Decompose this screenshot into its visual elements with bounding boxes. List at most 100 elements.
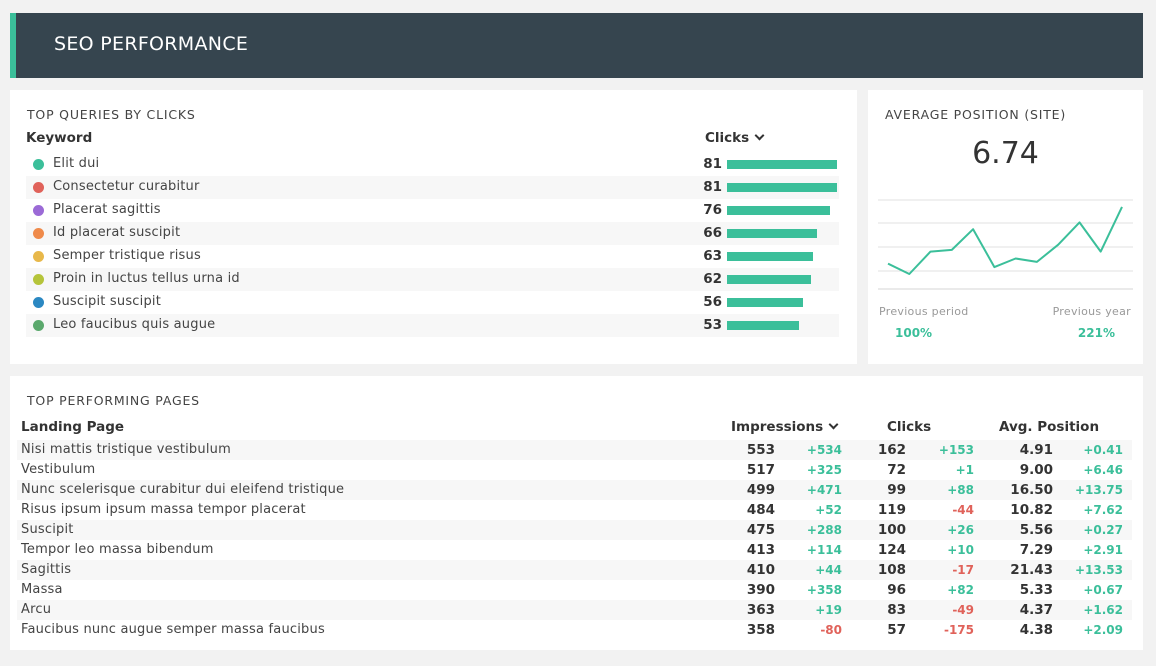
landing-page-name: Arcu	[21, 602, 52, 617]
pages-table: Nisi mattis tristique vestibulum 553 +534 1…	[17, 440, 1132, 640]
impressions-delta: +114	[806, 543, 842, 557]
clicks-delta: +153	[938, 443, 974, 457]
legend-dot	[33, 182, 44, 193]
chevron-down-icon	[828, 419, 839, 430]
position-value: 7.29	[1019, 542, 1053, 558]
avg-position-value: 6.74	[972, 136, 1039, 171]
clicks-value: 108	[877, 562, 906, 578]
position-value: 21.43	[1010, 562, 1053, 578]
list-item[interactable]: Semper tristique risus 63	[26, 245, 839, 268]
avg-position-card-title: AVERAGE POSITION (SITE)	[885, 107, 1067, 122]
clicks-delta: -17	[952, 563, 974, 577]
impressions-value: 475	[746, 522, 775, 538]
query-keyword: Semper tristique risus	[53, 248, 201, 263]
list-item[interactable]: Proin in luctus tellus urna id 62	[26, 268, 839, 291]
landing-page-name: Nisi mattis tristique vestibulum	[21, 442, 231, 457]
list-item[interactable]: Elit dui 81	[26, 153, 839, 176]
list-item[interactable]: Consectetur curabitur 81	[26, 176, 839, 199]
dashboard-header: SEO PERFORMANCE	[10, 13, 1143, 78]
landing-page-name: Risus ipsum ipsum massa tempor placerat	[21, 502, 306, 517]
clicks-bar	[727, 160, 837, 169]
impressions-delta: +19	[815, 603, 842, 617]
query-clicks: 63	[703, 248, 722, 264]
clicks-bar	[727, 298, 803, 307]
clicks-delta: +82	[947, 583, 974, 597]
clicks-value: 124	[877, 542, 906, 558]
top-pages-card: TOP PERFORMING PAGES Landing Page Impres…	[10, 376, 1143, 650]
impressions-value: 484	[746, 502, 775, 518]
clicks-value: 162	[877, 442, 906, 458]
impressions-delta: +288	[806, 523, 842, 537]
table-row[interactable]: Suscipit 475 +288 100 +26 5.56 +0.27	[17, 520, 1132, 540]
query-clicks: 66	[703, 225, 722, 241]
impressions-value: 499	[746, 482, 775, 498]
keyword-column-header: Keyword	[26, 130, 93, 146]
clicks-sort-header[interactable]: Clicks	[705, 130, 765, 146]
query-keyword: Suscipit suscipit	[53, 294, 162, 309]
table-row[interactable]: Nisi mattis tristique vestibulum 553 +534 1…	[17, 440, 1132, 460]
previous-period-value: 100%	[895, 326, 933, 340]
chevron-down-icon	[754, 130, 765, 141]
impressions-value: 390	[746, 582, 775, 598]
previous-year-label: Previous year	[1052, 305, 1131, 318]
position-delta: +0.27	[1083, 523, 1123, 537]
page-title: SEO PERFORMANCE	[54, 33, 249, 55]
position-delta: +6.46	[1083, 463, 1123, 477]
impressions-sort-header[interactable]: Impressions	[731, 419, 839, 435]
landing-page-name: Nunc scelerisque curabitur dui eleifend …	[21, 482, 345, 497]
legend-dot	[33, 251, 44, 262]
average-position-card: AVERAGE POSITION (SITE) 6.74 Previous pe…	[868, 90, 1143, 364]
clicks-bar	[727, 275, 811, 284]
clicks-bar	[727, 229, 817, 238]
clicks-column-label: Clicks	[705, 130, 750, 146]
position-value: 10.82	[1010, 502, 1053, 518]
position-delta: +2.09	[1083, 623, 1123, 637]
pages-card-title: TOP PERFORMING PAGES	[27, 393, 200, 408]
position-value: 5.33	[1019, 582, 1053, 598]
impressions-value: 358	[746, 622, 775, 638]
table-row[interactable]: Nunc scelerisque curabitur dui eleifend …	[17, 480, 1132, 500]
clicks-delta: +26	[947, 523, 974, 537]
list-item[interactable]: Placerat sagittis 76	[26, 199, 839, 222]
list-item[interactable]: Id placerat suscipit 66	[26, 222, 839, 245]
query-clicks: 56	[703, 294, 722, 310]
landing-page-name: Sagittis	[21, 562, 72, 577]
clicks-bar	[727, 321, 799, 330]
position-value: 4.38	[1019, 622, 1053, 638]
position-delta: +0.41	[1083, 443, 1123, 457]
position-delta: +7.62	[1083, 503, 1123, 517]
clicks-delta: -175	[943, 623, 974, 637]
table-row[interactable]: Vestibulum 517 +325 72 +1 9.00 +6.46	[17, 460, 1132, 480]
impressions-delta: -80	[820, 623, 842, 637]
table-row[interactable]: Massa 390 +358 96 +82 5.33 +0.67	[17, 580, 1132, 600]
position-delta: +1.62	[1083, 603, 1123, 617]
impressions-value: 410	[746, 562, 775, 578]
impressions-value: 413	[746, 542, 775, 558]
impressions-delta: +358	[806, 583, 842, 597]
impressions-delta: +325	[806, 463, 842, 477]
clicks-column-header: Clicks	[887, 419, 932, 435]
table-row[interactable]: Risus ipsum ipsum massa tempor placerat 4…	[17, 500, 1132, 520]
query-clicks: 62	[703, 271, 722, 287]
clicks-bar	[727, 183, 837, 192]
impressions-delta: +52	[815, 503, 842, 517]
clicks-delta: -49	[952, 603, 974, 617]
table-row[interactable]: Sagittis 410 +44 108 -17 21.43 +13.53	[17, 560, 1132, 580]
table-row[interactable]: Arcu 363 +19 83 -49 4.37 +1.62	[17, 600, 1132, 620]
query-keyword: Id placerat suscipit	[53, 225, 181, 240]
query-keyword: Leo faucibus quis augue	[53, 317, 216, 332]
query-clicks: 76	[703, 202, 722, 218]
table-row[interactable]: Tempor leo massa bibendum 413 +114 124 +10 7.…	[17, 540, 1132, 560]
clicks-value: 119	[877, 502, 906, 518]
clicks-bar	[727, 206, 830, 215]
list-item[interactable]: Suscipit suscipit 56	[26, 291, 839, 314]
top-queries-card: TOP QUERIES BY CLICKS Keyword Clicks Eli…	[10, 90, 857, 364]
list-item[interactable]: Leo faucibus quis augue 53	[26, 314, 839, 337]
landing-page-column-header: Landing Page	[21, 419, 125, 435]
sparkline-series-line	[887, 206, 1123, 275]
clicks-value: 100	[877, 522, 906, 538]
position-value: 16.50	[1010, 482, 1053, 498]
table-row[interactable]: Faucibus nunc augue semper massa faucibu…	[17, 620, 1132, 640]
impressions-value: 553	[746, 442, 775, 458]
impressions-delta: +534	[806, 443, 842, 457]
